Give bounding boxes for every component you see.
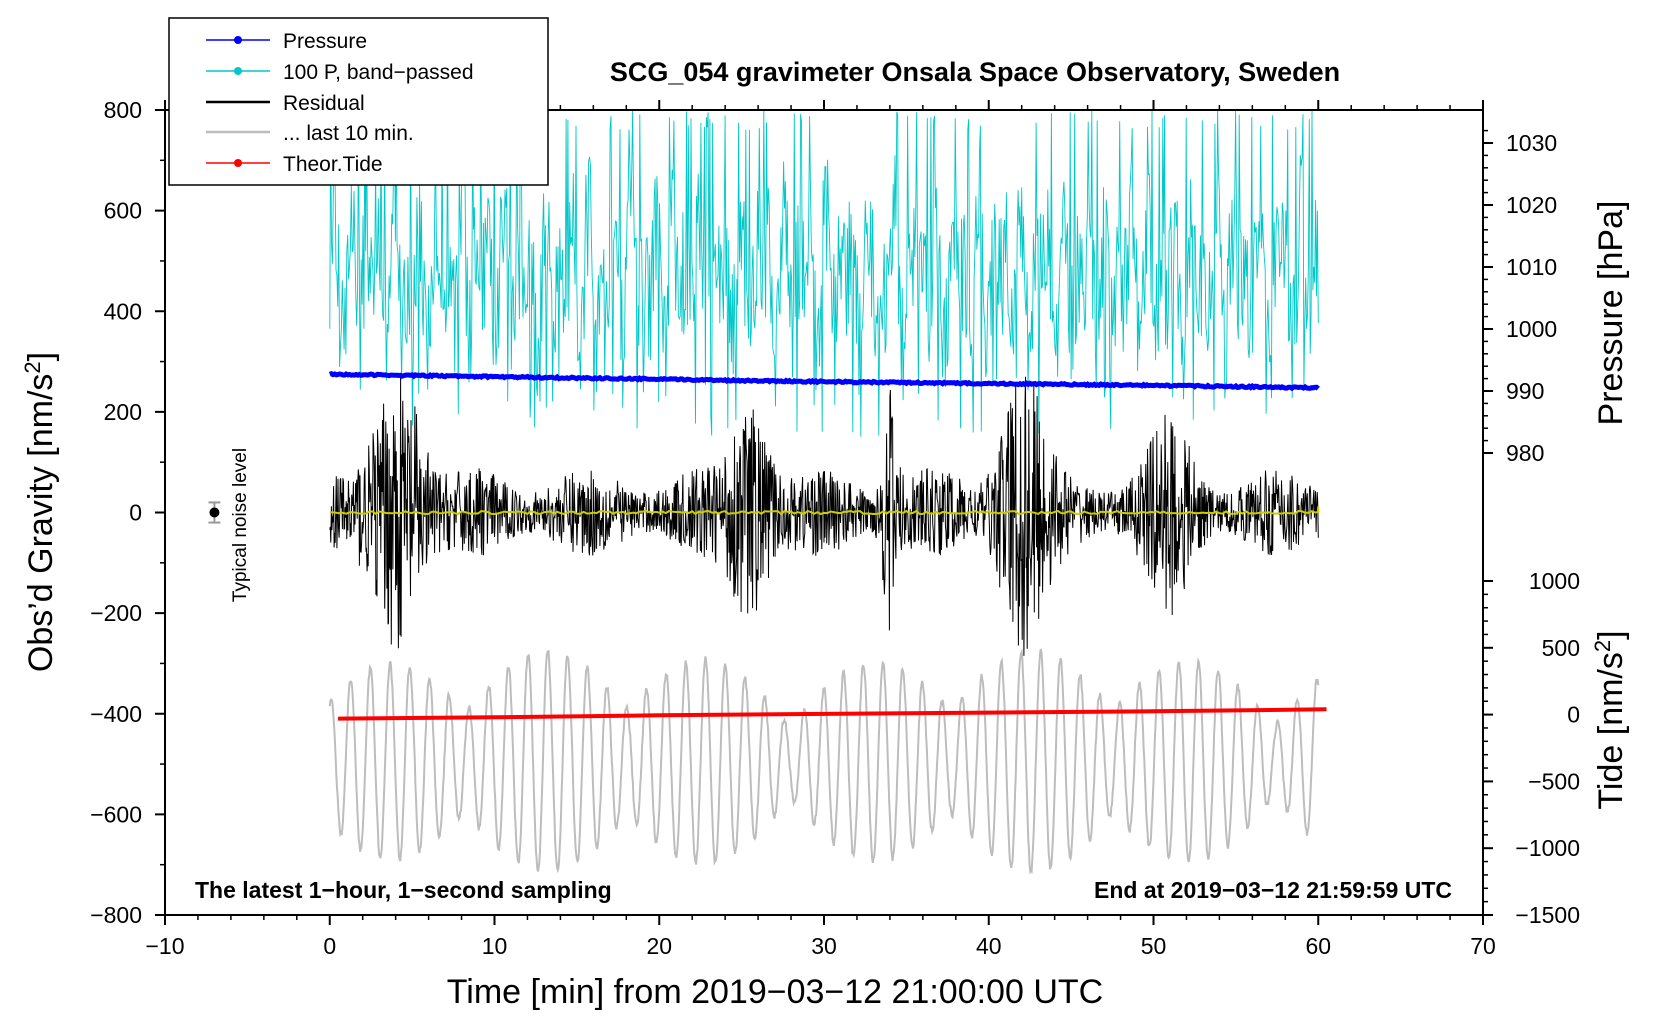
pressure-tick-label: 990 [1506, 378, 1544, 404]
tide-tick-label: 1000 [1529, 568, 1580, 594]
y-tick-label: 600 [104, 198, 142, 224]
y-axis-title-tide-end: ] [1592, 630, 1630, 639]
tide-tick-label: −1500 [1515, 902, 1580, 928]
x-tick-label: 70 [1470, 933, 1496, 959]
y-axis-title-tide-text: Tide [nm/s [1592, 652, 1630, 809]
y-axis-title-tide: Tide [nm/s2] [1590, 630, 1631, 809]
pressure-tick-label: 1030 [1506, 130, 1557, 156]
legend-marker-band-passed [234, 67, 242, 75]
axis-ticks: −10 0 10 20 30 40 50 60 70−800−600−400−200020040… [90, 97, 1580, 959]
x-tick-label: 10 [482, 933, 508, 959]
pressure-tick-label: 1010 [1506, 254, 1557, 280]
y-tick-label: −600 [90, 801, 142, 827]
tide-tick-label: −1000 [1515, 835, 1580, 861]
legend-marker-pressure [234, 36, 242, 44]
legend-item-residual: Residual [206, 92, 365, 115]
y-axis-title-left-sup: 2 [20, 361, 45, 373]
series-pressure-line [328, 370, 1320, 392]
series-band-passed-line [329, 109, 1319, 437]
footer-left: The latest 1−hour, 1−second sampling [195, 877, 612, 903]
legend-label-theor-tide: Theor.Tide [283, 153, 383, 176]
noise-dot [209, 507, 220, 518]
y-axis-title-left-text: Obs’d Gravity [nm/s [22, 374, 60, 673]
footer-right: End at 2019−03−12 21:59:59 UTC [1094, 877, 1452, 903]
x-tick-label: 40 [976, 933, 1002, 959]
x-tick-label: 30 [811, 933, 837, 959]
y-axis-title-left: Obs’d Gravity [nm/s2] [20, 352, 61, 672]
legend-item-theor-tide: Theor.Tide [206, 153, 383, 176]
legend-item-last-10-min: ... last 10 min. [206, 122, 414, 145]
tide-tick-label: 500 [1542, 635, 1580, 661]
chart-title: SCG_054 gravimeter Onsala Space Observat… [610, 57, 1340, 87]
pressure-tick-label: 980 [1506, 440, 1544, 466]
legend: Pressure 100 P, band−passed Residual ...… [168, 17, 549, 186]
x-tick-label: 0 [323, 933, 336, 959]
legend-label-band-passed: 100 P, band−passed [283, 61, 474, 84]
y-tick-label: −200 [90, 600, 142, 626]
tide-tick-label: −500 [1528, 768, 1580, 794]
legend-item-band-passed: 100 P, band−passed [206, 61, 474, 84]
series-tide-line [337, 707, 1327, 721]
plot-data [328, 109, 1327, 875]
legend-label-pressure: Pressure [283, 30, 367, 53]
y-tick-label: −400 [90, 701, 142, 727]
legend-item-pressure: Pressure [206, 30, 367, 53]
y-tick-label: 200 [104, 399, 142, 425]
y-axis-title-tide-sup: 2 [1590, 640, 1615, 652]
x-tick-label: 50 [1141, 933, 1167, 959]
legend-marker-theor-tide [234, 159, 242, 167]
x-tick-label: 20 [646, 933, 672, 959]
pressure-tick-label: 1000 [1506, 316, 1557, 342]
y-tick-label: −800 [90, 902, 142, 928]
series-last-10-min-line [328, 648, 1320, 875]
y-tick-label: 400 [104, 298, 142, 324]
x-axis-title: Time [min] from 2019−03−12 21:00:00 UTC [447, 973, 1103, 1011]
pressure-tick-label: 1020 [1506, 192, 1557, 218]
tide-tick-label: 0 [1567, 702, 1580, 728]
series-residual-line [329, 374, 1319, 656]
y-axis-title-left-end: ] [22, 352, 60, 361]
series-mean-line [329, 506, 1320, 516]
noise-indicator: Typical noise level [208, 448, 251, 602]
x-tick-label: −10 [145, 933, 184, 959]
legend-label-residual: Residual [283, 92, 365, 115]
y-axis-title-pressure: Pressure [hPa] [1592, 201, 1630, 426]
x-tick-label: 60 [1305, 933, 1331, 959]
legend-label-last-10-min: ... last 10 min. [283, 122, 414, 145]
noise-label: Typical noise level [230, 448, 251, 602]
y-tick-label: 0 [129, 500, 142, 526]
y-tick-label: 800 [104, 97, 142, 123]
